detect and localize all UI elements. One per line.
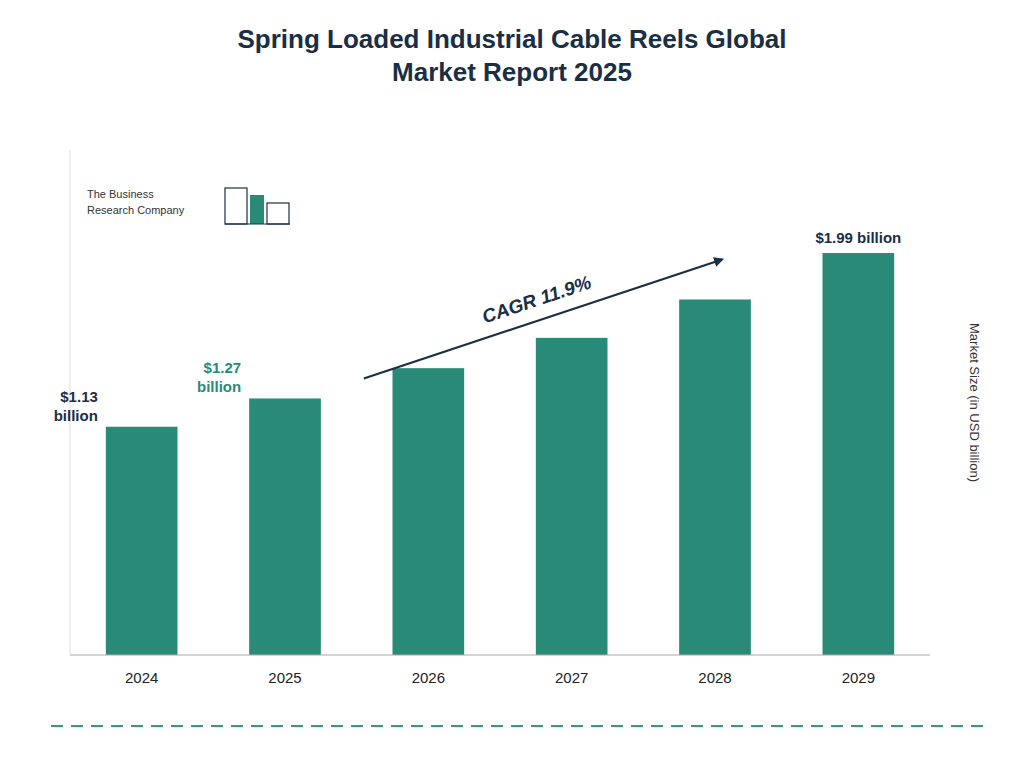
cagr-annotation: CAGR 11.9%	[479, 272, 594, 328]
x-tick-label: 2024	[125, 669, 158, 686]
bar	[679, 299, 751, 655]
data-label: $1.99 billion	[815, 229, 901, 246]
background	[0, 0, 1024, 768]
bar	[823, 253, 895, 655]
bar	[249, 398, 321, 655]
logo-icon	[225, 188, 290, 224]
data-label: $1.27billion	[197, 359, 241, 395]
x-tick-label: 2029	[842, 669, 875, 686]
x-tick-label: 2025	[268, 669, 301, 686]
x-tick-label: 2027	[555, 669, 588, 686]
logo-text: The BusinessResearch Company	[87, 188, 185, 216]
x-axis-line	[70, 655, 930, 656]
y-label: Market Size (in USD billion)	[967, 323, 982, 482]
chart: Spring Loaded Industrial Cable Reels Glo…	[0, 0, 1024, 768]
bar	[106, 427, 178, 655]
data-label: $1.13billion	[54, 388, 98, 424]
x-tick-label: 2026	[412, 669, 445, 686]
bar	[393, 368, 465, 655]
bars	[106, 253, 894, 655]
bar	[536, 338, 608, 655]
cagr-arrow	[364, 259, 722, 378]
x-tick-label: 2028	[698, 669, 731, 686]
bottom-border	[51, 725, 983, 727]
title: Spring Loaded Industrial Cable Reels Glo…	[238, 24, 787, 87]
